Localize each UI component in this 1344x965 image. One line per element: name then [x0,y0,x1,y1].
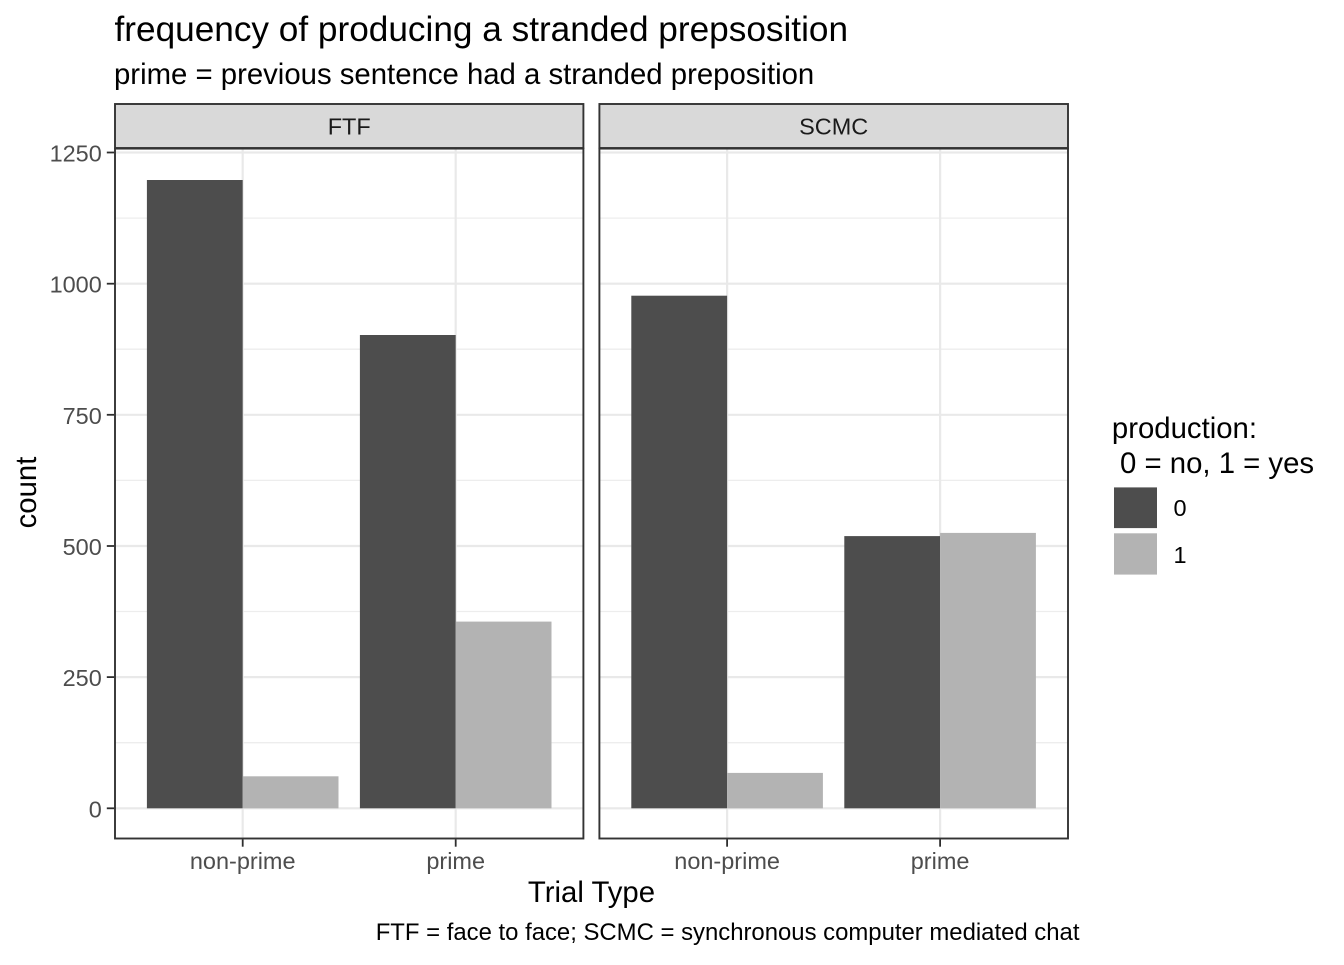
svg-text:FTF: FTF [328,114,371,140]
svg-text:750: 750 [63,403,102,429]
svg-text:prime: prime [426,848,485,874]
svg-text:250: 250 [63,665,102,691]
svg-text:SCMC: SCMC [799,114,868,140]
svg-text:frequency of producing a stran: frequency of producing a stranded prepso… [115,10,849,49]
svg-text:0: 0 [1174,495,1187,521]
svg-text:prime: prime [911,848,970,874]
svg-text:prime = previous sentence had: prime = previous sentence had a stranded… [114,58,814,91]
svg-text:0 = no, 1 = yes: 0 = no, 1 = yes [1112,447,1314,480]
svg-text:Trial Type: Trial Type [528,876,655,909]
svg-text:non-prime: non-prime [190,848,296,874]
svg-text:500: 500 [63,534,102,560]
svg-text:production:: production: [1112,412,1257,445]
svg-text:1: 1 [1174,542,1187,568]
svg-text:0: 0 [89,796,102,822]
svg-text:1000: 1000 [50,272,102,298]
svg-text:count: count [10,457,43,529]
svg-text:FTF = face to face; SCMC = syn: FTF = face to face; SCMC = synchronous c… [376,919,1080,946]
svg-text:non-prime: non-prime [674,848,780,874]
svg-text:1250: 1250 [50,141,102,167]
